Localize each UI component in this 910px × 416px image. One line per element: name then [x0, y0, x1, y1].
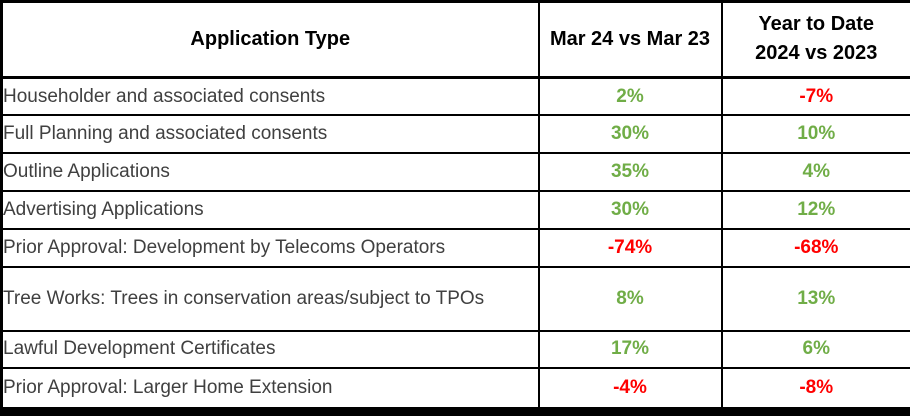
- table-row: Tree Works: Trees in conservation areas/…: [0, 265, 910, 332]
- column-header-application-type: Application Type: [0, 0, 540, 79]
- table-row: Advertising Applications 30% 12%: [0, 190, 910, 231]
- table-row: Full Planning and associated consents 30…: [0, 114, 910, 155]
- ytd-value-cell: -68%: [720, 228, 910, 268]
- row-label: Prior Approval: Development by Telecoms …: [0, 228, 540, 268]
- row-label: Householder and associated consents: [0, 76, 540, 117]
- row-label: Outline Applications: [0, 152, 540, 193]
- row-label: Full Planning and associated consents: [0, 114, 540, 155]
- month-value-cell: 17%: [537, 329, 723, 370]
- row-label: Tree Works: Trees in conservation areas/…: [0, 265, 540, 332]
- ytd-value-cell: 13%: [720, 265, 910, 332]
- month-value-cell: 30%: [537, 114, 723, 155]
- table-row: Prior Approval: Development by Telecoms …: [0, 228, 910, 268]
- ytd-value-cell: 6%: [720, 329, 910, 370]
- ytd-value-cell: -7%: [720, 76, 910, 117]
- row-label: Lawful Development Certificates: [0, 329, 540, 370]
- ytd-value-cell: 12%: [720, 190, 910, 231]
- table-row: Householder and associated consents 2% -…: [0, 76, 910, 117]
- table-header-row: Application Type Mar 24 vs Mar 23 Year t…: [0, 0, 910, 79]
- month-value-cell: -74%: [537, 228, 723, 268]
- month-value-cell: 2%: [537, 76, 723, 117]
- ytd-value-cell: -8%: [720, 367, 910, 416]
- row-label: Advertising Applications: [0, 190, 540, 231]
- column-header-month-compare: Mar 24 vs Mar 23: [537, 0, 723, 79]
- month-value-cell: 30%: [537, 190, 723, 231]
- month-value-cell: -4%: [537, 367, 723, 416]
- table-row: Lawful Development Certificates 17% 6%: [0, 329, 910, 370]
- ytd-value-cell: 10%: [720, 114, 910, 155]
- table-row: Prior Approval: Larger Home Extension -4…: [0, 367, 910, 416]
- row-label: Prior Approval: Larger Home Extension: [0, 367, 540, 416]
- column-header-ytd-compare: Year to Date 2024 vs 2023: [720, 0, 910, 79]
- month-value-cell: 8%: [537, 265, 723, 332]
- month-value-cell: 35%: [537, 152, 723, 193]
- ytd-value-cell: 4%: [720, 152, 910, 193]
- table-row: Outline Applications 35% 4%: [0, 152, 910, 193]
